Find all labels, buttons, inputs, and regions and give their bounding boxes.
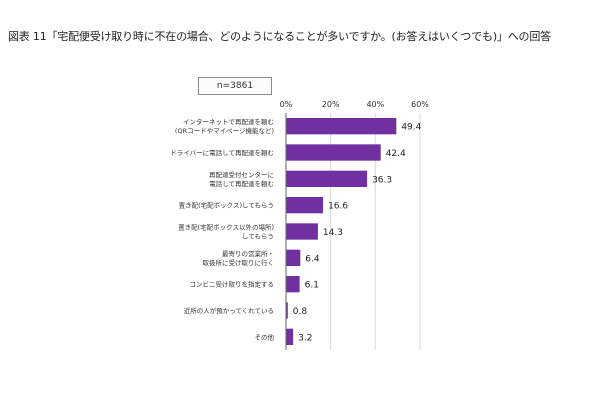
sample-size-label: n=3861 [198, 77, 272, 95]
bar [286, 118, 397, 135]
bar [286, 328, 294, 345]
data-label: 3.2 [298, 333, 312, 343]
x-tick-label: 20% [322, 100, 340, 109]
data-label: 49.4 [401, 123, 421, 133]
bar [286, 302, 288, 319]
x-tick-label: 60% [411, 100, 429, 109]
bar [286, 144, 381, 161]
data-label: 16.6 [328, 202, 348, 212]
category-label: コンビニ受け取りを指定する [190, 280, 275, 289]
category-label: ドライバーに電話して再配達を頼む [170, 148, 274, 157]
category-label: 置き配(宅配ボックス)してもらう [179, 201, 274, 210]
bar [286, 249, 301, 266]
category-label: 置き配(宅配ボックス以外の場所)してもらう [178, 223, 274, 241]
category-label: 再配達受付センターに電話して再配達を頼む [209, 170, 274, 188]
chart-title: 図表 11「宅配便受け取り時に不在の場合、どのようになることが多いですか。(お答… [8, 30, 551, 43]
data-label: 0.8 [293, 307, 308, 317]
data-label: 36.3 [372, 175, 392, 185]
data-label: 6.4 [305, 254, 320, 264]
data-label: 42.4 [386, 149, 406, 159]
category-label: その他 [255, 332, 275, 341]
x-tick-label: 0% [280, 100, 293, 109]
data-label: 6.1 [305, 281, 319, 291]
bar [286, 170, 368, 187]
category-label: 近所の人が預かってくれている [184, 306, 274, 315]
category-label: 最寄りの営業所・取扱所に受け取りに行く [203, 249, 275, 267]
bar [286, 197, 324, 214]
bar [286, 276, 300, 293]
x-tick-label: 40% [366, 100, 384, 109]
data-label: 14.3 [323, 228, 343, 238]
bar [286, 223, 318, 240]
category-label: インターネットで再配達を頼む(QRコードやマイページ機能など) [175, 117, 274, 135]
